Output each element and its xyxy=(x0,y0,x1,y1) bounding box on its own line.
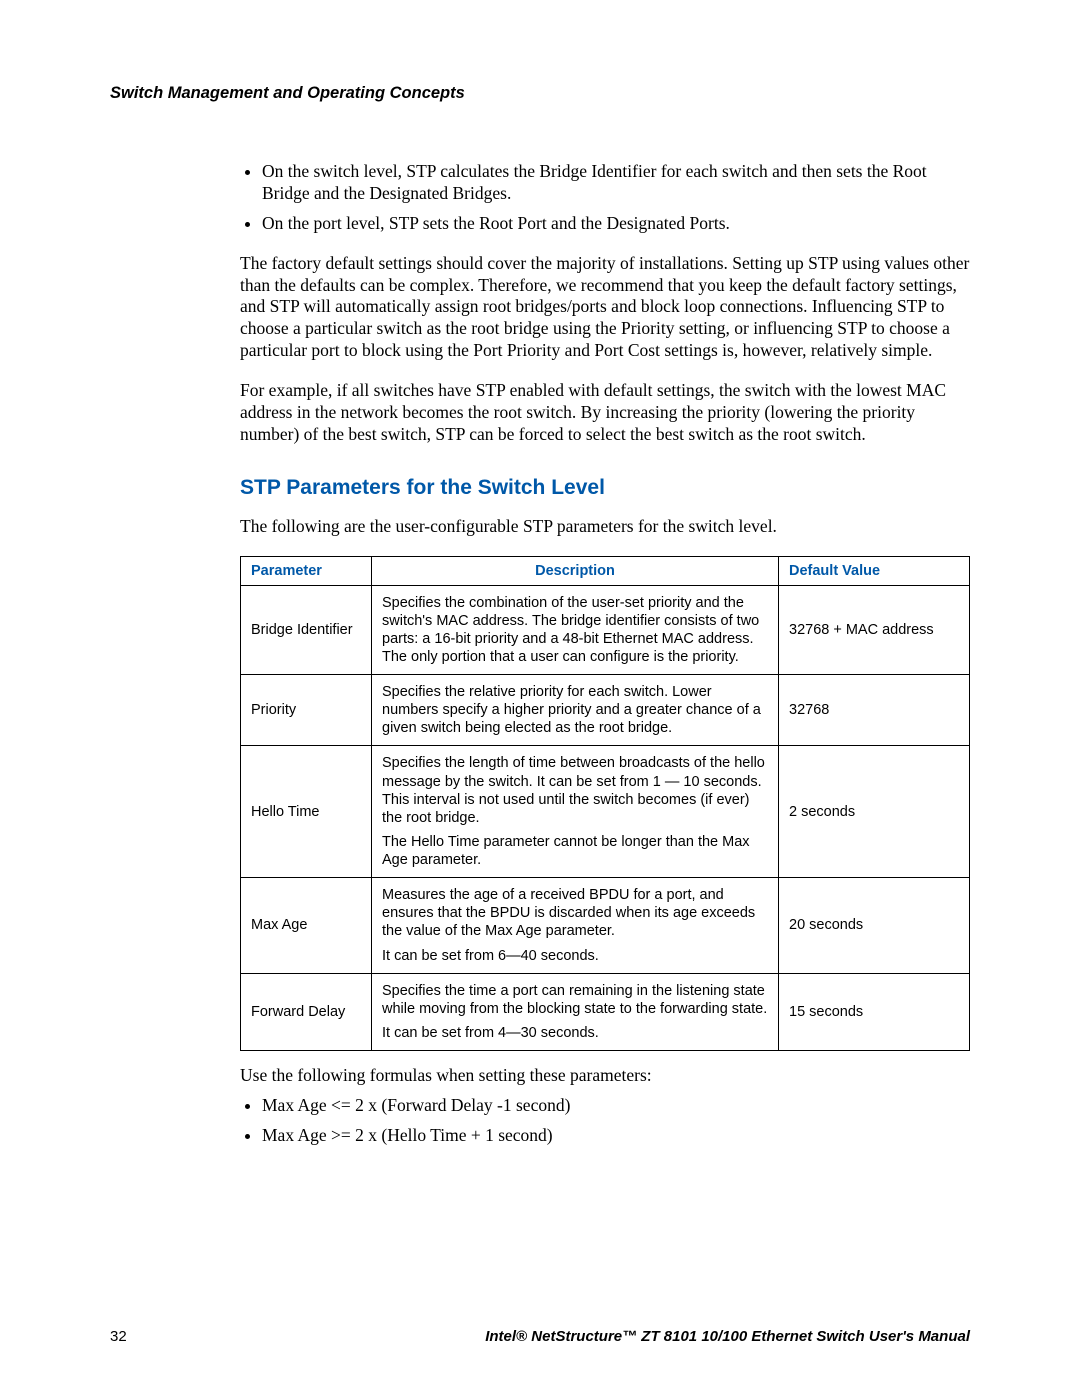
cell-parameter: Bridge Identifier xyxy=(241,585,372,675)
list-item: On the switch level, STP calculates the … xyxy=(262,161,970,205)
cell-description: Measures the age of a received BPDU for … xyxy=(372,878,779,974)
cell-parameter: Forward Delay xyxy=(241,973,372,1050)
paragraph: For example, if all switches have STP en… xyxy=(240,380,970,446)
paragraph: Use the following formulas when setting … xyxy=(240,1065,970,1087)
list-item: Max Age <= 2 x (Forward Delay -1 second) xyxy=(262,1095,970,1117)
paragraph: The following are the user-configurable … xyxy=(240,516,970,538)
cell-description: Specifies the length of time between bro… xyxy=(372,746,779,878)
list-item: On the port level, STP sets the Root Por… xyxy=(262,213,970,235)
manual-title: Intel® NetStructure™ ZT 8101 10/100 Ethe… xyxy=(485,1328,970,1345)
bullet-list-top: On the switch level, STP calculates the … xyxy=(240,161,970,235)
table-header-parameter: Parameter xyxy=(241,556,372,585)
formula-list: Max Age <= 2 x (Forward Delay -1 second)… xyxy=(240,1095,970,1147)
cell-default: 20 seconds xyxy=(779,878,970,974)
cell-parameter: Max Age xyxy=(241,878,372,974)
cell-description: Specifies the relative priority for each… xyxy=(372,675,779,746)
table-header-description: Description xyxy=(372,556,779,585)
cell-parameter: Hello Time xyxy=(241,746,372,878)
stp-parameters-table: Parameter Description Default Value Brid… xyxy=(240,556,970,1052)
table-row: Forward DelaySpecifies the time a port c… xyxy=(241,973,970,1050)
cell-default: 2 seconds xyxy=(779,746,970,878)
table-row: Max AgeMeasures the age of a received BP… xyxy=(241,878,970,974)
paragraph: The factory default settings should cove… xyxy=(240,253,970,362)
cell-default: 15 seconds xyxy=(779,973,970,1050)
cell-parameter: Priority xyxy=(241,675,372,746)
cell-default: 32768 xyxy=(779,675,970,746)
list-item: Max Age >= 2 x (Hello Time + 1 second) xyxy=(262,1125,970,1147)
cell-description: Specifies the time a port can remaining … xyxy=(372,973,779,1050)
table-header-default: Default Value xyxy=(779,556,970,585)
section-heading: STP Parameters for the Switch Level xyxy=(240,476,970,500)
cell-default: 32768 + MAC address xyxy=(779,585,970,675)
page-header: Switch Management and Operating Concepts xyxy=(110,84,970,103)
cell-description: Specifies the combination of the user-se… xyxy=(372,585,779,675)
page-footer: 32 Intel® NetStructure™ ZT 8101 10/100 E… xyxy=(110,1328,970,1345)
main-content: On the switch level, STP calculates the … xyxy=(240,161,970,1147)
table-row: Hello TimeSpecifies the length of time b… xyxy=(241,746,970,878)
page-number: 32 xyxy=(110,1328,127,1345)
table-row: PrioritySpecifies the relative priority … xyxy=(241,675,970,746)
table-row: Bridge IdentifierSpecifies the combinati… xyxy=(241,585,970,675)
